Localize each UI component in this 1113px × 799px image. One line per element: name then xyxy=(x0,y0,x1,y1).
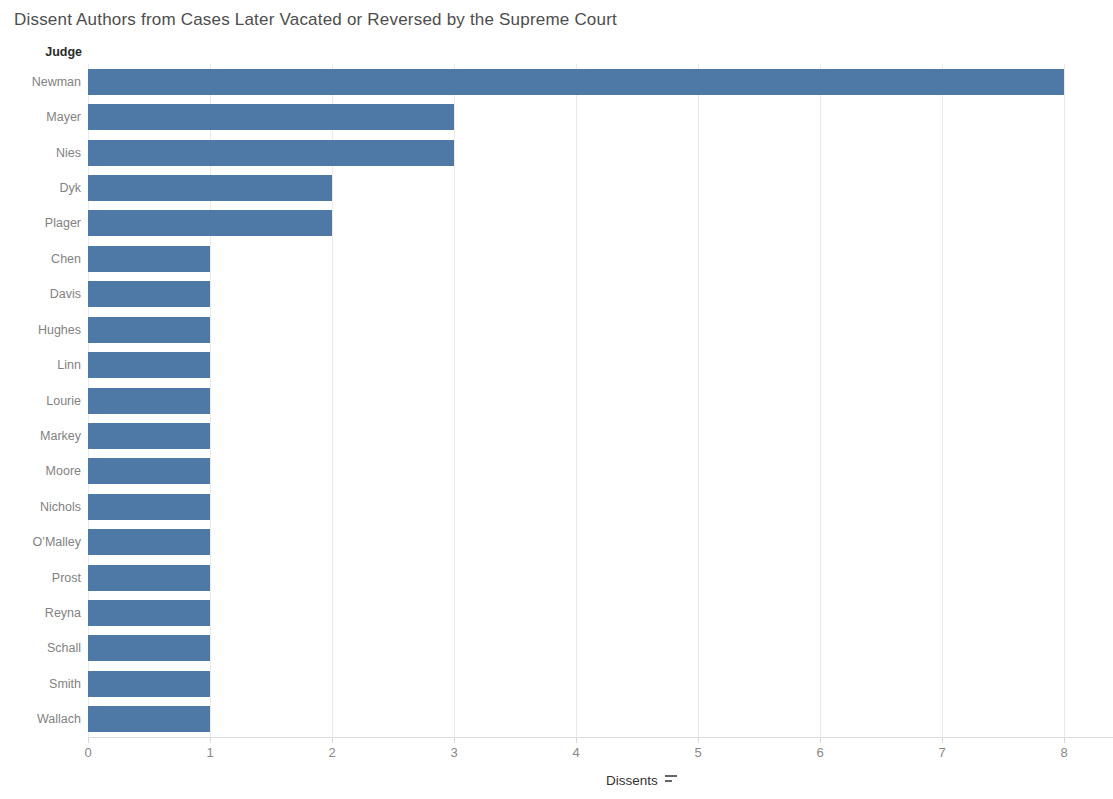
bar-row xyxy=(88,99,1113,134)
bar-row xyxy=(88,241,1113,276)
bar-row xyxy=(88,347,1113,382)
row-label-linn[interactable]: Linn xyxy=(0,347,81,382)
x-tick-mark xyxy=(942,738,943,743)
row-label-lourie[interactable]: Lourie xyxy=(0,383,81,418)
bar-newman[interactable] xyxy=(88,69,1064,95)
bar-moore[interactable] xyxy=(88,458,210,484)
bar-row xyxy=(88,312,1113,347)
row-label-wallach[interactable]: Wallach xyxy=(0,702,81,737)
row-field-label[interactable]: Judge xyxy=(0,45,82,59)
bar-chen[interactable] xyxy=(88,246,210,272)
x-tick-mark xyxy=(210,738,211,743)
chart-title: Dissent Authors from Cases Later Vacated… xyxy=(14,10,617,30)
bars xyxy=(88,64,1113,737)
x-tick-label: 6 xyxy=(816,745,823,760)
row-label-chen[interactable]: Chen xyxy=(0,241,81,276)
bar-markey[interactable] xyxy=(88,423,210,449)
bar-row xyxy=(88,170,1113,205)
x-tick-label: 4 xyxy=(572,745,579,760)
x-tick-label: 0 xyxy=(84,745,91,760)
x-tick-label: 7 xyxy=(938,745,945,760)
tableau-chart: Dissent Authors from Cases Later Vacated… xyxy=(0,0,1113,799)
bar-row xyxy=(88,383,1113,418)
x-tick-label: 1 xyxy=(206,745,213,760)
bar-nies[interactable] xyxy=(88,140,454,166)
judge-labels: NewmanMayerNiesDykPlagerChenDavisHughesL… xyxy=(0,64,81,737)
row-label-nies[interactable]: Nies xyxy=(0,135,81,170)
row-label-newman[interactable]: Newman xyxy=(0,64,81,99)
row-label-moore[interactable]: Moore xyxy=(0,454,81,489)
x-tick-mark xyxy=(698,738,699,743)
row-label-omalley[interactable]: O’Malley xyxy=(0,524,81,559)
bar-row xyxy=(88,489,1113,524)
row-label-markey[interactable]: Markey xyxy=(0,418,81,453)
bar-nichols[interactable] xyxy=(88,494,210,520)
bar-wallach[interactable] xyxy=(88,706,210,732)
row-label-prost[interactable]: Prost xyxy=(0,560,81,595)
x-tick-mark xyxy=(88,738,89,743)
bar-row xyxy=(88,206,1113,241)
bar-row xyxy=(88,702,1113,737)
bar-row xyxy=(88,135,1113,170)
row-label-davis[interactable]: Davis xyxy=(0,277,81,312)
bar-row xyxy=(88,524,1113,559)
x-tick-label: 3 xyxy=(450,745,457,760)
bar-row xyxy=(88,277,1113,312)
x-axis-title-group: Dissents xyxy=(606,771,679,789)
sort-descending-icon[interactable] xyxy=(665,771,679,789)
bar-reyna[interactable] xyxy=(88,600,210,626)
x-tick-mark xyxy=(1064,738,1065,743)
x-tick-mark xyxy=(576,738,577,743)
row-label-mayer[interactable]: Mayer xyxy=(0,99,81,134)
row-label-reyna[interactable]: Reyna xyxy=(0,595,81,630)
bar-omalley[interactable] xyxy=(88,529,210,555)
x-axis-title[interactable]: Dissents xyxy=(606,773,658,788)
bar-dyk[interactable] xyxy=(88,175,332,201)
x-tick-label: 5 xyxy=(694,745,701,760)
bar-row xyxy=(88,64,1113,99)
bar-linn[interactable] xyxy=(88,352,210,378)
bar-row xyxy=(88,418,1113,453)
row-label-nichols[interactable]: Nichols xyxy=(0,489,81,524)
bar-row xyxy=(88,595,1113,630)
bar-davis[interactable] xyxy=(88,281,210,307)
x-axis: 012345678 Dissents xyxy=(88,737,1113,799)
plot-area xyxy=(88,64,1113,737)
x-axis-title-row: Dissents xyxy=(88,771,1113,789)
row-label-hughes[interactable]: Hughes xyxy=(0,312,81,347)
x-tick-mark xyxy=(820,738,821,743)
bar-row xyxy=(88,631,1113,666)
bar-row xyxy=(88,560,1113,595)
bar-hughes[interactable] xyxy=(88,317,210,343)
bar-row xyxy=(88,666,1113,701)
x-tick-label: 8 xyxy=(1060,745,1067,760)
x-tick-label: 2 xyxy=(328,745,335,760)
row-label-plager[interactable]: Plager xyxy=(0,206,81,241)
bar-mayer[interactable] xyxy=(88,104,454,130)
bar-plager[interactable] xyxy=(88,210,332,236)
bar-row xyxy=(88,454,1113,489)
row-label-smith[interactable]: Smith xyxy=(0,666,81,701)
row-label-schall[interactable]: Schall xyxy=(0,631,81,666)
x-tick-mark xyxy=(454,738,455,743)
bar-smith[interactable] xyxy=(88,671,210,697)
bar-schall[interactable] xyxy=(88,635,210,661)
row-label-dyk[interactable]: Dyk xyxy=(0,170,81,205)
x-tick-mark xyxy=(332,738,333,743)
bar-prost[interactable] xyxy=(88,565,210,591)
bar-lourie[interactable] xyxy=(88,388,210,414)
